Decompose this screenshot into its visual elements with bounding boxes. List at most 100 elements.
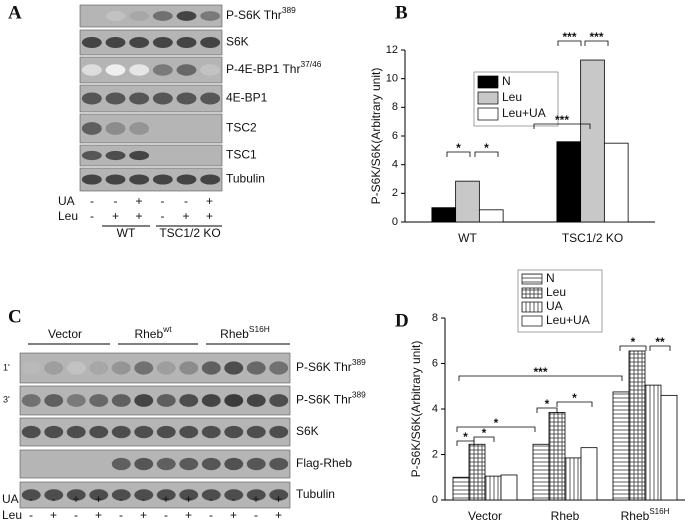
blot-band bbox=[200, 64, 221, 76]
blot-band bbox=[81, 92, 102, 105]
legend-swatch bbox=[477, 107, 499, 121]
blot-band bbox=[134, 394, 154, 407]
blot-band bbox=[224, 361, 244, 375]
blot-band bbox=[105, 64, 126, 76]
treatment-sign: - bbox=[119, 508, 123, 522]
significance-bracket bbox=[619, 345, 647, 351]
blot-label: TSC2 bbox=[226, 121, 257, 135]
blot-band bbox=[129, 174, 150, 185]
y-tick-label: 4 bbox=[392, 159, 398, 171]
treatment-sign: + bbox=[206, 209, 213, 223]
blot-band bbox=[200, 174, 221, 185]
group-label-main: Rheb bbox=[220, 327, 249, 341]
blot-band bbox=[134, 489, 154, 501]
blot-label: Flag-Rheb bbox=[296, 456, 352, 470]
blot-label: S6K bbox=[296, 424, 319, 438]
group-label-sup: wt bbox=[162, 324, 172, 334]
blot-band bbox=[246, 425, 266, 439]
y-tick-label: 0 bbox=[392, 216, 398, 228]
y-tick-label: 4 bbox=[432, 403, 438, 415]
blot-band bbox=[156, 457, 176, 471]
blot-band bbox=[44, 489, 64, 501]
treatment-sign: + bbox=[182, 209, 189, 223]
bar bbox=[580, 59, 605, 223]
x-tick-label: WT bbox=[458, 231, 477, 245]
blot-band bbox=[200, 11, 221, 21]
blot-band bbox=[176, 11, 197, 21]
blot-strip bbox=[19, 481, 291, 509]
blot-band bbox=[224, 425, 244, 439]
blot-band bbox=[111, 489, 131, 501]
significance-label: * bbox=[463, 430, 468, 444]
blot-strip bbox=[19, 352, 291, 384]
y-axis-label: P-S6K/S6K(Arbitrary unit) bbox=[409, 341, 423, 478]
blot-band bbox=[201, 394, 221, 407]
treatment-label: UA bbox=[58, 194, 75, 208]
blot-band bbox=[179, 489, 199, 501]
blot-band bbox=[81, 174, 102, 185]
significance-label: * bbox=[631, 335, 636, 349]
blot-band bbox=[134, 361, 154, 375]
bar bbox=[564, 457, 582, 501]
y-tick-label: 12 bbox=[386, 44, 398, 56]
legend-swatch bbox=[521, 287, 543, 299]
x-tick-label: TSC1/2 KO bbox=[562, 231, 623, 245]
treatment-sign: - bbox=[209, 492, 213, 506]
blot-label: TSC1 bbox=[226, 148, 257, 162]
blot-band bbox=[89, 489, 109, 501]
x-tick-label-main: TSC1/2 KO bbox=[562, 231, 623, 245]
blot-band bbox=[129, 122, 150, 135]
bar bbox=[455, 180, 480, 223]
blot-band bbox=[246, 361, 266, 375]
blot-band bbox=[89, 394, 109, 407]
significance-label: * bbox=[456, 141, 461, 155]
treatment-sign: - bbox=[164, 508, 168, 522]
blot-band bbox=[201, 489, 221, 501]
significance-bracket bbox=[474, 151, 499, 157]
y-tick-label: 2 bbox=[392, 187, 398, 199]
blot-band bbox=[81, 122, 102, 135]
blot-band bbox=[179, 361, 199, 375]
blot-label-main: TSC1 bbox=[226, 148, 257, 162]
blot-band bbox=[201, 425, 221, 439]
blot-band bbox=[176, 37, 197, 48]
x-tick-label-main: Vector bbox=[468, 509, 502, 523]
panel-letter: B bbox=[395, 2, 408, 23]
blot-band bbox=[269, 394, 289, 407]
blot-band bbox=[179, 425, 199, 439]
blot-strip bbox=[79, 144, 223, 167]
blot-band bbox=[246, 457, 266, 471]
blot-band bbox=[66, 425, 86, 439]
x-tick-label-main: Rheb bbox=[551, 509, 580, 523]
treatment-sign: + bbox=[275, 508, 282, 522]
group-label: Vector bbox=[48, 327, 82, 341]
blot-band bbox=[66, 394, 86, 407]
y-axis-label: P-S6K/S6K(Arbitrary unit) bbox=[369, 68, 383, 205]
blot-band bbox=[176, 64, 197, 76]
treatment-sign: - bbox=[114, 194, 118, 208]
blot-band bbox=[156, 489, 176, 501]
legend-label: N bbox=[546, 271, 555, 285]
treatment-sign: - bbox=[29, 508, 33, 522]
blot-band bbox=[176, 174, 197, 185]
panel-letter: A bbox=[8, 2, 22, 23]
blot-band bbox=[224, 394, 244, 407]
x-tick-label-sup: S16H bbox=[649, 507, 669, 516]
treatment-sign: - bbox=[90, 194, 94, 208]
blot-band bbox=[200, 37, 221, 48]
blot-label-main: P-4E-BP1 Thr bbox=[226, 62, 300, 76]
blot-band bbox=[81, 37, 102, 48]
blot-band bbox=[89, 425, 109, 439]
treatment-sign: + bbox=[185, 508, 192, 522]
blot-band bbox=[21, 361, 41, 375]
legend-swatch bbox=[521, 315, 543, 327]
blot-band bbox=[246, 394, 266, 407]
significance-label: * bbox=[545, 397, 550, 411]
bar bbox=[452, 476, 470, 501]
blot-band bbox=[21, 489, 41, 501]
treatment-sign: + bbox=[275, 492, 282, 506]
blot-band bbox=[111, 425, 131, 439]
blot-band bbox=[129, 11, 150, 21]
treatment-sign: + bbox=[206, 194, 213, 208]
